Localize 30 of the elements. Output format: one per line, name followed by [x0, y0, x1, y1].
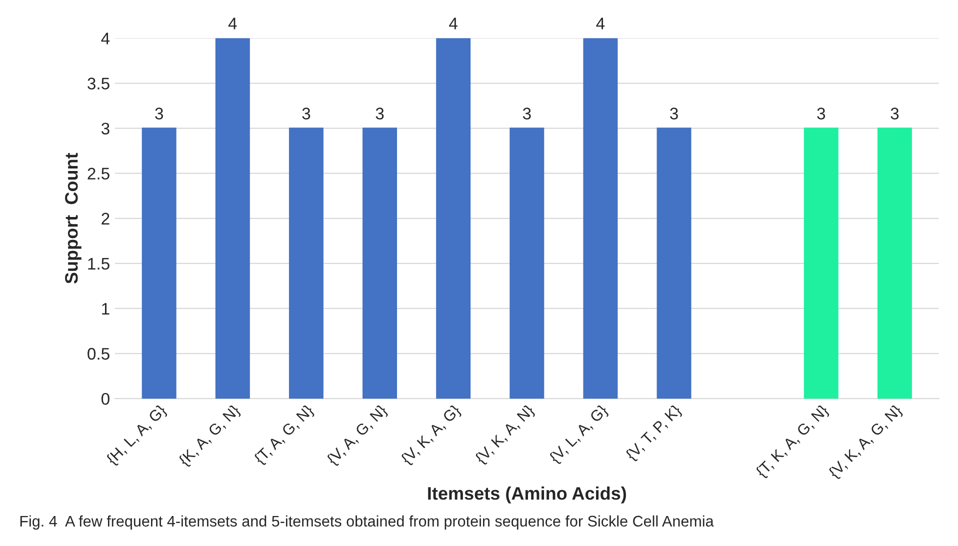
y-tick-label: 4: [101, 32, 110, 44]
data-label: 3: [302, 108, 310, 120]
data-label: 3: [817, 108, 826, 120]
y-axis-title: Support Count: [65, 152, 82, 284]
x-tick-label: {H, L, A, G}: [105, 404, 169, 468]
data-label: 3: [522, 108, 531, 120]
x-tick-label: {V, K, A, G}: [400, 404, 464, 467]
y-tick-label: 1.5: [88, 258, 110, 270]
y-tick-label: 3.5: [88, 78, 110, 90]
y-tick-label: 0.5: [88, 348, 110, 360]
data-label: 4: [228, 18, 237, 30]
x-tick-label: {K, A, G, N}: [178, 404, 243, 469]
y-tick-label: 0: [101, 392, 110, 405]
y-tick-label: 3: [101, 122, 110, 135]
data-label: 3: [376, 108, 384, 120]
y-tick-label: 2.5: [88, 168, 110, 180]
data-label: 4: [449, 18, 458, 30]
x-tick-label: {V, K, A, N}: [474, 404, 537, 466]
data-label: 3: [670, 108, 678, 120]
x-tick-label: {V, L, A, G}: [548, 404, 610, 466]
caption: Fig. 4 A few frequent 4-itemsets and 5-itemsets obtained from protein sequence for Sickle Cell Anemia: [20, 515, 714, 530]
data-label: 3: [155, 108, 163, 120]
x-tick-label: {V, T, P, K}: [624, 404, 684, 464]
y-tick-label: 2: [102, 212, 110, 224]
x-tick-label: {V, A, G, N}: [326, 404, 390, 468]
x-tick-label: {T, A, G, N}: [252, 404, 316, 467]
y-tick-label: 1: [102, 303, 110, 315]
data-label: 3: [890, 108, 899, 120]
x-axis-title: Itemsets (Amino Acids): [428, 486, 626, 504]
data-label: 4: [596, 18, 605, 30]
